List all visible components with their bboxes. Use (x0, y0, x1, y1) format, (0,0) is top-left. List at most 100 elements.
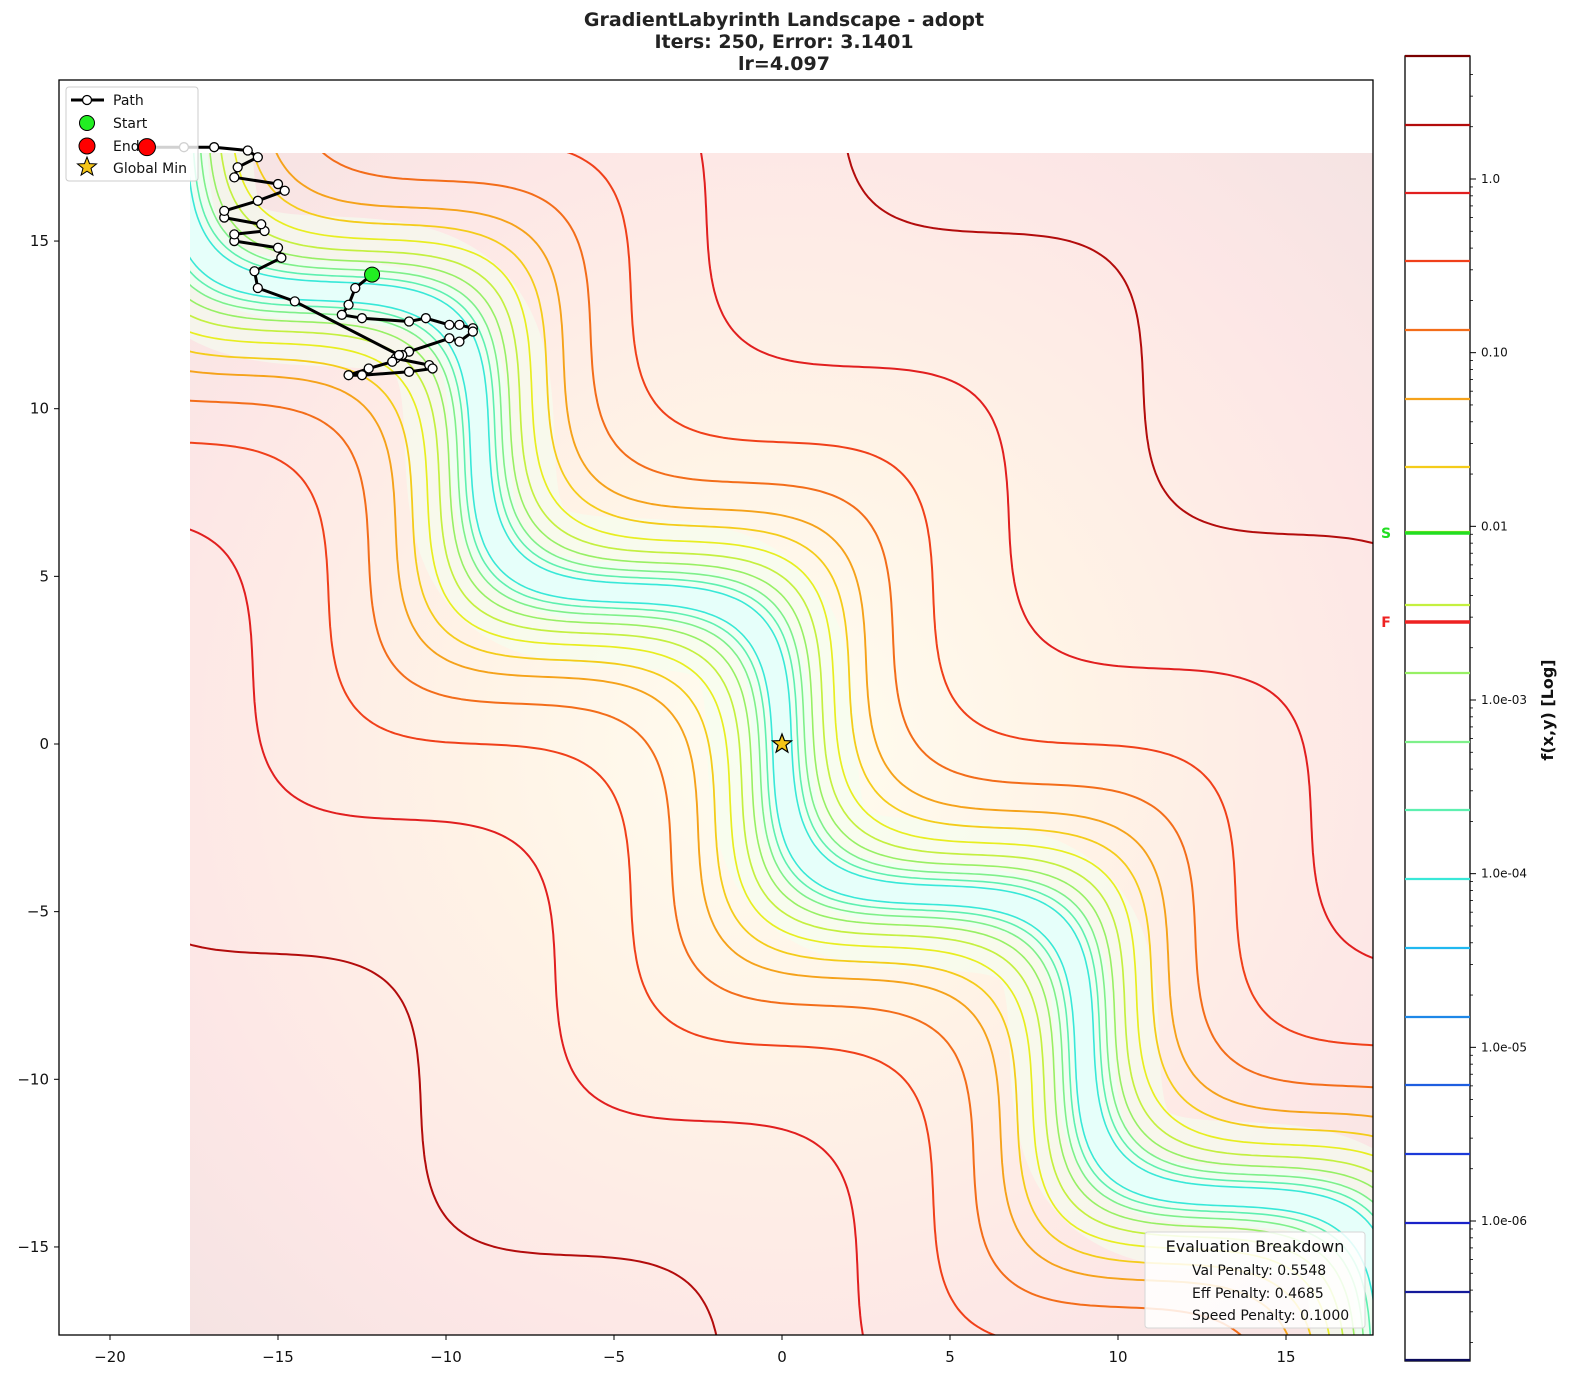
path-point (444, 319, 455, 331)
path-point (242, 145, 253, 156)
legend-label-path: Path (113, 93, 144, 109)
path-point (272, 178, 284, 190)
green-circle-icon (79, 115, 95, 131)
global-min-star-icon (770, 732, 794, 754)
path-point (454, 336, 465, 347)
path-point (252, 282, 263, 294)
y-tick-label: −5 (27, 903, 49, 921)
y-tick-label: 10 (30, 400, 49, 418)
path-point (289, 296, 300, 307)
path-point (232, 162, 243, 173)
legend-label-end: End (113, 139, 140, 155)
path-point (276, 252, 287, 263)
legend-end-entry: End (78, 137, 140, 155)
path-point (252, 152, 263, 163)
y-axis: −15 −10 −5 0 5 10 15 (17, 232, 59, 1256)
x-tick-label: 15 (1276, 1348, 1295, 1366)
colorbar-tick-label: 0.10 (1481, 346, 1508, 360)
start-marker (364, 266, 381, 283)
colorbar-tick-label: 1.0 (1481, 172, 1500, 186)
star-icon (76, 155, 98, 177)
path-point (209, 142, 220, 153)
x-tick-label: −15 (262, 1348, 294, 1366)
chart-subtitle-lr: lr=4.097 (738, 53, 830, 75)
x-tick-label: −20 (94, 1348, 126, 1366)
path-point (336, 309, 347, 320)
eff-penalty: Eff Penalty: 0.4685 (1192, 1286, 1324, 1302)
path-point (403, 366, 415, 377)
path-point (252, 195, 263, 206)
colorbar-tick-label: 1.0e-03 (1481, 693, 1527, 707)
path-point (272, 242, 284, 253)
annotation-title: Evaluation Breakdown (1166, 1237, 1345, 1256)
path-point (393, 349, 405, 361)
legend-label-start: Start (113, 116, 148, 132)
x-tick-label: −5 (603, 1348, 625, 1366)
colorbar-tick-label: 0.01 (1481, 519, 1508, 533)
chart-title: GradientLabyrinth Landscape - adopt (583, 9, 985, 31)
y-tick-label: −10 (17, 1070, 49, 1088)
val-penalty: Val Penalty: 0.5548 (1192, 1263, 1326, 1279)
end-marker (137, 138, 156, 157)
colorbar-marker-label: F (1381, 615, 1391, 631)
path-point (356, 370, 368, 381)
legend-globalmin-entry: Global Min (76, 155, 187, 177)
path-point (454, 319, 465, 331)
legend-start-entry: Start (79, 115, 148, 132)
legend-label-global-min: Global Min (113, 161, 187, 177)
path-point (387, 356, 398, 367)
end-marker-circle (137, 138, 156, 157)
path-point (467, 326, 479, 337)
y-tick-label: 15 (30, 232, 49, 250)
colorbar-tick-label: 1.0e-06 (1481, 1214, 1527, 1228)
x-tick-label: 10 (1108, 1348, 1127, 1366)
colorbar-marker-label: S (1381, 526, 1391, 542)
y-tick-label: 5 (39, 567, 49, 585)
path-point (427, 363, 438, 374)
path-point (420, 313, 431, 324)
path-point (249, 266, 260, 277)
path-point (444, 333, 455, 344)
colorbar-tick-label: 1.0e-05 (1481, 1040, 1527, 1054)
chart-subtitle-iters: Iters: 250, Error: 3.1401 (654, 31, 914, 53)
legend: Path Start End Global Min (65, 86, 199, 182)
y-tick-label: 0 (39, 735, 49, 753)
path-point (229, 229, 240, 240)
path-point (343, 299, 354, 310)
colorbar: 1.00.100.011.0e-031.0e-041.0e-051.0e-06 … (1381, 54, 1557, 1362)
path-point (350, 282, 361, 294)
path-point (356, 313, 368, 324)
path-point (219, 205, 230, 217)
path-point (403, 316, 415, 327)
colorbar-label: f(x,y) [Log] (1538, 659, 1557, 760)
speed-penalty: Speed Penalty: 0.1000 (1192, 1308, 1349, 1324)
x-tick-label: 0 (777, 1348, 787, 1366)
x-tick-label: −10 (430, 1348, 462, 1366)
path-point (229, 172, 240, 183)
path-point (256, 219, 267, 230)
x-axis: −20 −15 −10 −5 0 5 10 15 (94, 1335, 1296, 1366)
